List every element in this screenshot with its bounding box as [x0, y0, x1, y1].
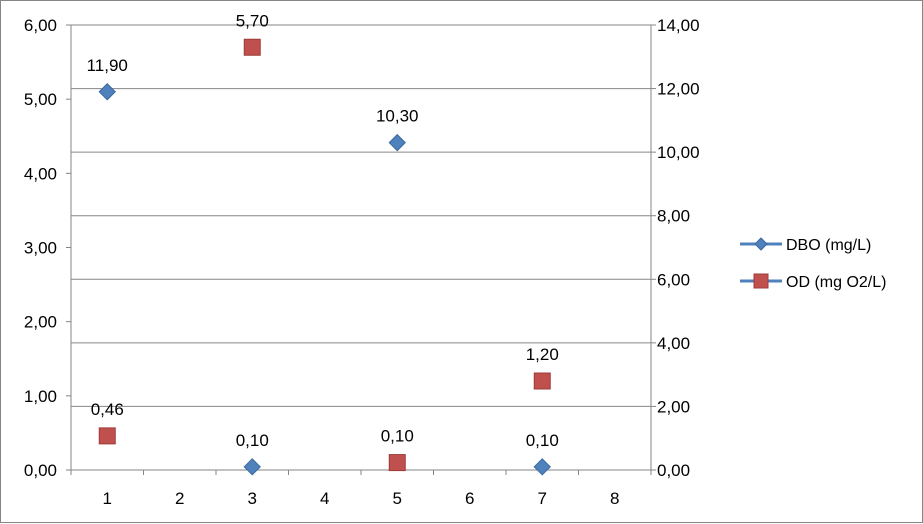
left-axis-tick-label: 2,00	[24, 313, 57, 332]
left-axis-tick-label: 5,00	[24, 90, 57, 109]
right-axis-tick-label: 2,00	[657, 397, 690, 416]
left-axis-tick-label: 4,00	[24, 164, 57, 183]
x-axis-tick-label: 3	[248, 489, 257, 508]
od-data-label: 0,10	[381, 427, 414, 446]
x-axis-tick-label: 2	[175, 489, 184, 508]
dbo-data-label: 10,30	[376, 107, 419, 126]
od-data-label: 0,46	[91, 400, 124, 419]
right-axis-tick-label: 6,00	[657, 270, 690, 289]
left-axis-tick-label: 1,00	[24, 387, 57, 406]
x-axis-tick-label: 4	[320, 489, 329, 508]
right-axis-tick-label: 10,00	[657, 143, 700, 162]
gridlines	[71, 88, 651, 407]
legend-diamond-marker	[754, 237, 768, 251]
dbo-point	[243, 458, 261, 476]
legend-square-marker	[753, 273, 769, 289]
od-point	[98, 427, 116, 445]
dbo-data-label: 11,90	[87, 56, 128, 75]
right-axis-tick-label: 8,00	[657, 207, 690, 226]
right-axis-tick-label: 4,00	[657, 334, 690, 353]
plot-area	[70, 24, 652, 471]
dbo-data-label: 0,10	[526, 431, 559, 450]
left-axis-tick-label: 6,00	[24, 16, 57, 35]
dbo-data-label: 0,10	[236, 431, 269, 450]
right-axis-tick-label: 12,00	[657, 80, 700, 99]
left-axis-tick-label: 0,00	[24, 461, 57, 480]
od-point	[243, 38, 261, 56]
od-point	[533, 372, 551, 390]
right-axis-tick-label: 0,00	[657, 461, 690, 480]
dbo-point	[98, 83, 116, 101]
dbo-point	[388, 133, 406, 152]
legend-label: DBO (mg/L)	[786, 237, 871, 254]
legend-label: OD (mg O2/L)	[786, 274, 886, 291]
x-axis-tick-label: 7	[538, 489, 547, 508]
legend: DBO (mg/L) OD (mg O2/L)	[740, 237, 886, 291]
axes: 0,00 1,00 2,00 3,00 4,00 5,00 6,00 0,00 2,00 4,00…	[24, 16, 700, 508]
od-data-label: 1,20	[526, 345, 559, 364]
od-point	[388, 454, 406, 472]
data-marks: 11,90 0,10 10,30 0,10 0,46 5,70 0,10 1,20	[87, 11, 559, 476]
left-axis-tick-label: 3,00	[24, 239, 57, 258]
od-data-label: 5,70	[236, 11, 269, 30]
dbo-point	[533, 458, 551, 476]
x-axis-tick-label: 5	[393, 489, 402, 508]
x-axis-tick-label: 6	[465, 489, 474, 508]
x-axis-tick-label: 8	[610, 489, 619, 508]
x-axis-tick-label: 1	[103, 489, 112, 508]
right-axis-tick-label: 14,00	[657, 16, 700, 35]
